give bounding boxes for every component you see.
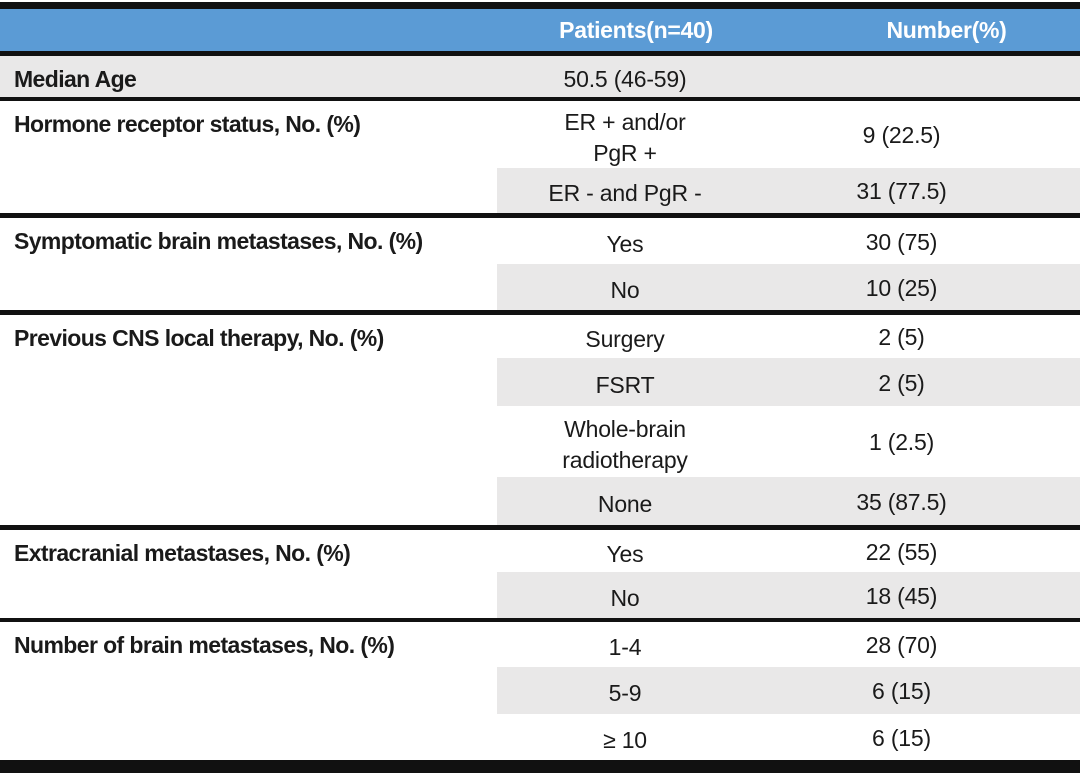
top-border-rule (0, 2, 1080, 9)
patients-cell: 5-9 (608, 680, 642, 706)
table-row: ER - and PgR - 31 (77.5) (497, 168, 1080, 213)
number-cell: 2 (5) (878, 324, 925, 350)
bottom-border-rule (0, 764, 1080, 773)
number-cell: 30 (75) (865, 228, 938, 255)
section-rows: Yes 22 (55) No 18 (45) (497, 530, 1080, 618)
patients-cell: ≥ 10 (603, 726, 647, 753)
number-cell: 22 (55) (865, 538, 938, 565)
number-cell: 6 (15) (872, 678, 931, 704)
column-header-number: Number(%) (886, 16, 1007, 43)
patients-cell: ER + and/or PgR + (564, 108, 686, 166)
table-header-row: Patients(n=40) Number(%) (0, 9, 1080, 51)
section-hormone-receptor-status: Hormone receptor status, No. (%) ER + an… (0, 101, 1080, 218)
number-cell: 10 (25) (865, 274, 938, 301)
patients-cell: Yes (606, 540, 644, 567)
patients-cell: None (597, 490, 653, 517)
patients-cell: Whole-brain radiotherapy (562, 415, 688, 473)
row-label: Median Age (14, 66, 137, 92)
table-row: 1-4 28 (70) (497, 622, 1080, 667)
table-row: 50.5 (46-59) (497, 56, 1080, 97)
section-extracranial-metastases: Extracranial metastases, No. (%) Yes 22 … (0, 530, 1080, 622)
number-cell: 35 (87.5) (856, 488, 947, 515)
number-cell: 1 (2.5) (868, 429, 935, 455)
section-previous-cns-local-therapy: Previous CNS local therapy, No. (%) Surg… (0, 315, 1080, 530)
table-row: 5-9 6 (15) (497, 667, 1080, 714)
patients-cell: No (610, 584, 640, 611)
table-row: ER + and/or PgR + 9 (22.5) (497, 101, 1080, 168)
table-row: No 18 (45) (497, 572, 1080, 618)
table-row: No 10 (25) (497, 264, 1080, 310)
number-cell: 6 (15) (872, 724, 931, 751)
number-cell: 9 (22.5) (862, 122, 941, 148)
patients-cell: ER - and PgR - (548, 180, 702, 206)
table-row: FSRT 2 (5) (497, 358, 1080, 406)
number-cell: 31 (77.5) (856, 178, 947, 204)
row-label: Number of brain metastases, No. (%) (14, 632, 395, 658)
patients-cell: 1-4 (608, 634, 642, 660)
section-rows: 50.5 (46-59) (497, 56, 1080, 97)
patients-cell: Surgery (585, 326, 665, 352)
table-row: ≥ 10 6 (15) (497, 714, 1080, 760)
table-row: Surgery 2 (5) (497, 315, 1080, 358)
row-label: Previous CNS local therapy, No. (%) (14, 325, 384, 351)
patients-cell: FSRT (595, 371, 655, 398)
number-cell: 2 (5) (878, 369, 925, 396)
table-row: None 35 (87.5) (497, 477, 1080, 525)
row-label: Symptomatic brain metastases, No. (%) (14, 228, 423, 254)
patients-cell: 50.5 (46-59) (563, 66, 687, 92)
patients-cell: Yes (606, 230, 644, 257)
header-underline-rule (0, 51, 1080, 56)
section-rows: 1-4 28 (70) 5-9 6 (15) ≥ 10 6 (15) (497, 622, 1080, 760)
section-symptomatic-brain-metastases: Symptomatic brain metastases, No. (%) Ye… (0, 218, 1080, 315)
number-cell (753, 56, 1080, 97)
number-cell: 18 (45) (865, 582, 938, 609)
table-row: Whole-brain radiotherapy 1 (2.5) (497, 406, 1080, 477)
number-cell: 28 (70) (865, 632, 938, 658)
table-row: Yes 22 (55) (497, 530, 1080, 572)
section-rows: ER + and/or PgR + 9 (22.5) ER - and PgR … (497, 101, 1080, 213)
column-header-patients: Patients(n=40) (559, 16, 713, 43)
patients-cell: No (610, 276, 640, 303)
column-header-empty (0, 9, 497, 51)
section-rows: Surgery 2 (5) FSRT 2 (5) Whole-brain rad… (497, 315, 1080, 525)
section-number-of-brain-metastases: Number of brain metastases, No. (%) 1-4 … (0, 622, 1080, 764)
row-label: Extracranial metastases, No. (%) (14, 540, 351, 566)
table-row: Yes 30 (75) (497, 218, 1080, 264)
section-median-age: Median Age 50.5 (46-59) (0, 56, 1080, 101)
section-rows: Yes 30 (75) No 10 (25) (497, 218, 1080, 310)
row-label: Hormone receptor status, No. (%) (14, 111, 361, 137)
